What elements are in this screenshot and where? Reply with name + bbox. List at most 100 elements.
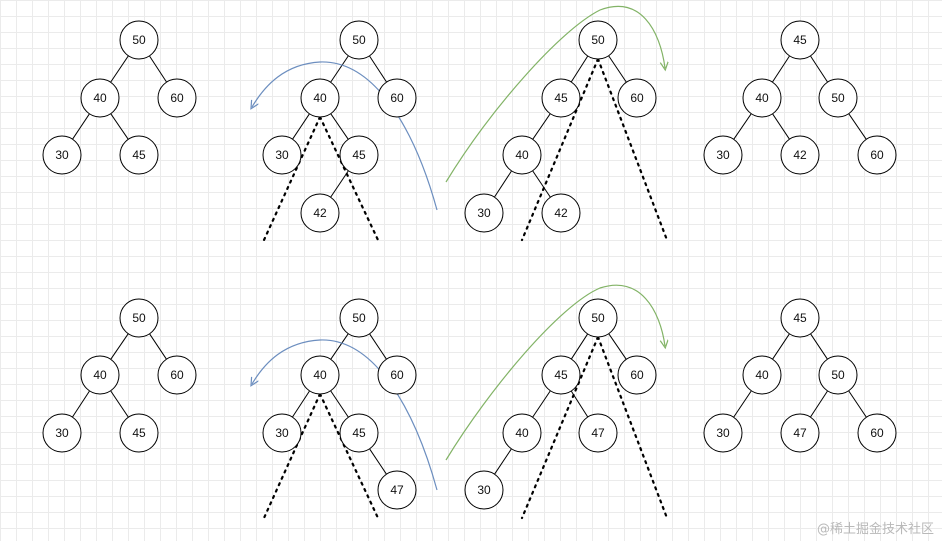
tree-edge	[369, 333, 387, 360]
tree-edge	[809, 55, 829, 83]
node-circle	[857, 413, 897, 453]
tree-node: 60	[617, 355, 657, 395]
node-circle	[119, 135, 159, 175]
tree-node: 40	[300, 355, 340, 395]
tree-node: 45	[339, 413, 379, 453]
tree-edge	[71, 390, 91, 418]
node-circle	[502, 135, 542, 175]
node-label: 30	[477, 206, 491, 220]
tree-edge	[810, 333, 828, 360]
node-label: 30	[55, 426, 69, 440]
node-label: 50	[591, 33, 605, 47]
node-circle	[339, 298, 379, 338]
tree-node: 60	[377, 78, 417, 118]
tree-edge	[532, 170, 551, 198]
tree-edge	[330, 55, 349, 83]
node-circle	[617, 78, 657, 118]
tree-node: 45	[780, 20, 820, 60]
tree-node: 45	[780, 298, 820, 338]
tree-node: 40	[300, 78, 340, 118]
node-circle	[377, 355, 417, 395]
node-circle	[780, 20, 820, 60]
node-circle	[300, 355, 340, 395]
node-label: 42	[793, 148, 807, 162]
tree-node: 50	[339, 298, 379, 338]
node-label: 30	[716, 148, 730, 162]
node-circle	[578, 413, 618, 453]
tree-node: 42	[541, 193, 581, 233]
tree-edge	[570, 390, 589, 418]
node-label: 30	[55, 148, 69, 162]
node-circle	[541, 78, 581, 118]
tree-node: 42	[780, 135, 820, 175]
tree-edge	[608, 55, 627, 83]
node-label: 40	[755, 91, 769, 105]
node-label: 40	[755, 368, 769, 382]
node-label: 40	[313, 91, 327, 105]
node-label: 40	[515, 148, 529, 162]
tree-node: 40	[80, 78, 120, 118]
rotation-guides	[262, 57, 669, 520]
node-label: 40	[93, 368, 107, 382]
node-label: 60	[170, 91, 184, 105]
tree-edge	[848, 113, 867, 140]
tree-node: 30	[42, 135, 82, 175]
tree-node: 40	[742, 355, 782, 395]
arrow-green-bottom	[445, 284, 665, 461]
node-label: 60	[630, 91, 644, 105]
tree-node: 60	[857, 135, 897, 175]
tree-edge	[772, 113, 790, 140]
node-label: 30	[477, 483, 491, 497]
tree-nodes: 50 40 60 30 45 50 40 60 30 45 42 50 45 60 40 30 42 45 40 50…	[42, 20, 897, 510]
tree-node: 50	[818, 78, 858, 118]
node-circle	[578, 298, 618, 338]
node-circle	[157, 78, 197, 118]
node-circle	[80, 78, 120, 118]
arrow-green-top	[445, 5, 665, 183]
tree-node: 50	[578, 298, 618, 338]
node-label: 45	[132, 426, 146, 440]
node-label: 47	[390, 483, 404, 497]
node-label: 60	[870, 148, 884, 162]
node-label: 50	[831, 368, 845, 382]
node-circle	[80, 355, 120, 395]
node-circle	[119, 20, 159, 60]
node-label: 50	[352, 33, 366, 47]
tree-node: 30	[703, 413, 743, 453]
node-circle	[377, 470, 417, 510]
node-circle	[541, 193, 581, 233]
node-circle	[119, 298, 159, 338]
tree-edge	[148, 55, 168, 83]
node-label: 60	[170, 368, 184, 382]
node-circle	[377, 78, 417, 118]
tree-edge	[291, 390, 311, 418]
arrow-blue-bottom	[252, 339, 438, 491]
node-circle	[42, 413, 82, 453]
node-label: 30	[275, 148, 289, 162]
node-circle	[339, 20, 379, 60]
node-label: 40	[515, 426, 529, 440]
tree-node: 50	[119, 298, 159, 338]
tree-edge	[608, 333, 627, 360]
tree-edge	[330, 390, 349, 418]
tree-node: 60	[377, 355, 417, 395]
tree-node: 40	[502, 135, 542, 175]
tree-node: 40	[80, 355, 120, 395]
tree-edge	[733, 113, 752, 140]
node-label: 60	[870, 426, 884, 440]
tree-edge	[110, 333, 129, 360]
node-label: 50	[132, 311, 146, 325]
tree-edge	[809, 390, 829, 418]
node-circle	[742, 355, 782, 395]
tree-node: 45	[541, 355, 581, 395]
node-circle	[742, 78, 782, 118]
arrow-blue-top	[252, 61, 438, 211]
node-circle	[780, 413, 820, 453]
node-circle	[502, 413, 542, 453]
tree-edge	[493, 170, 513, 198]
tree-node: 45	[339, 135, 379, 175]
node-label: 45	[793, 311, 807, 325]
tree-edge	[570, 333, 589, 360]
tree-node: 30	[262, 413, 302, 453]
tree-node: 47	[780, 413, 820, 453]
